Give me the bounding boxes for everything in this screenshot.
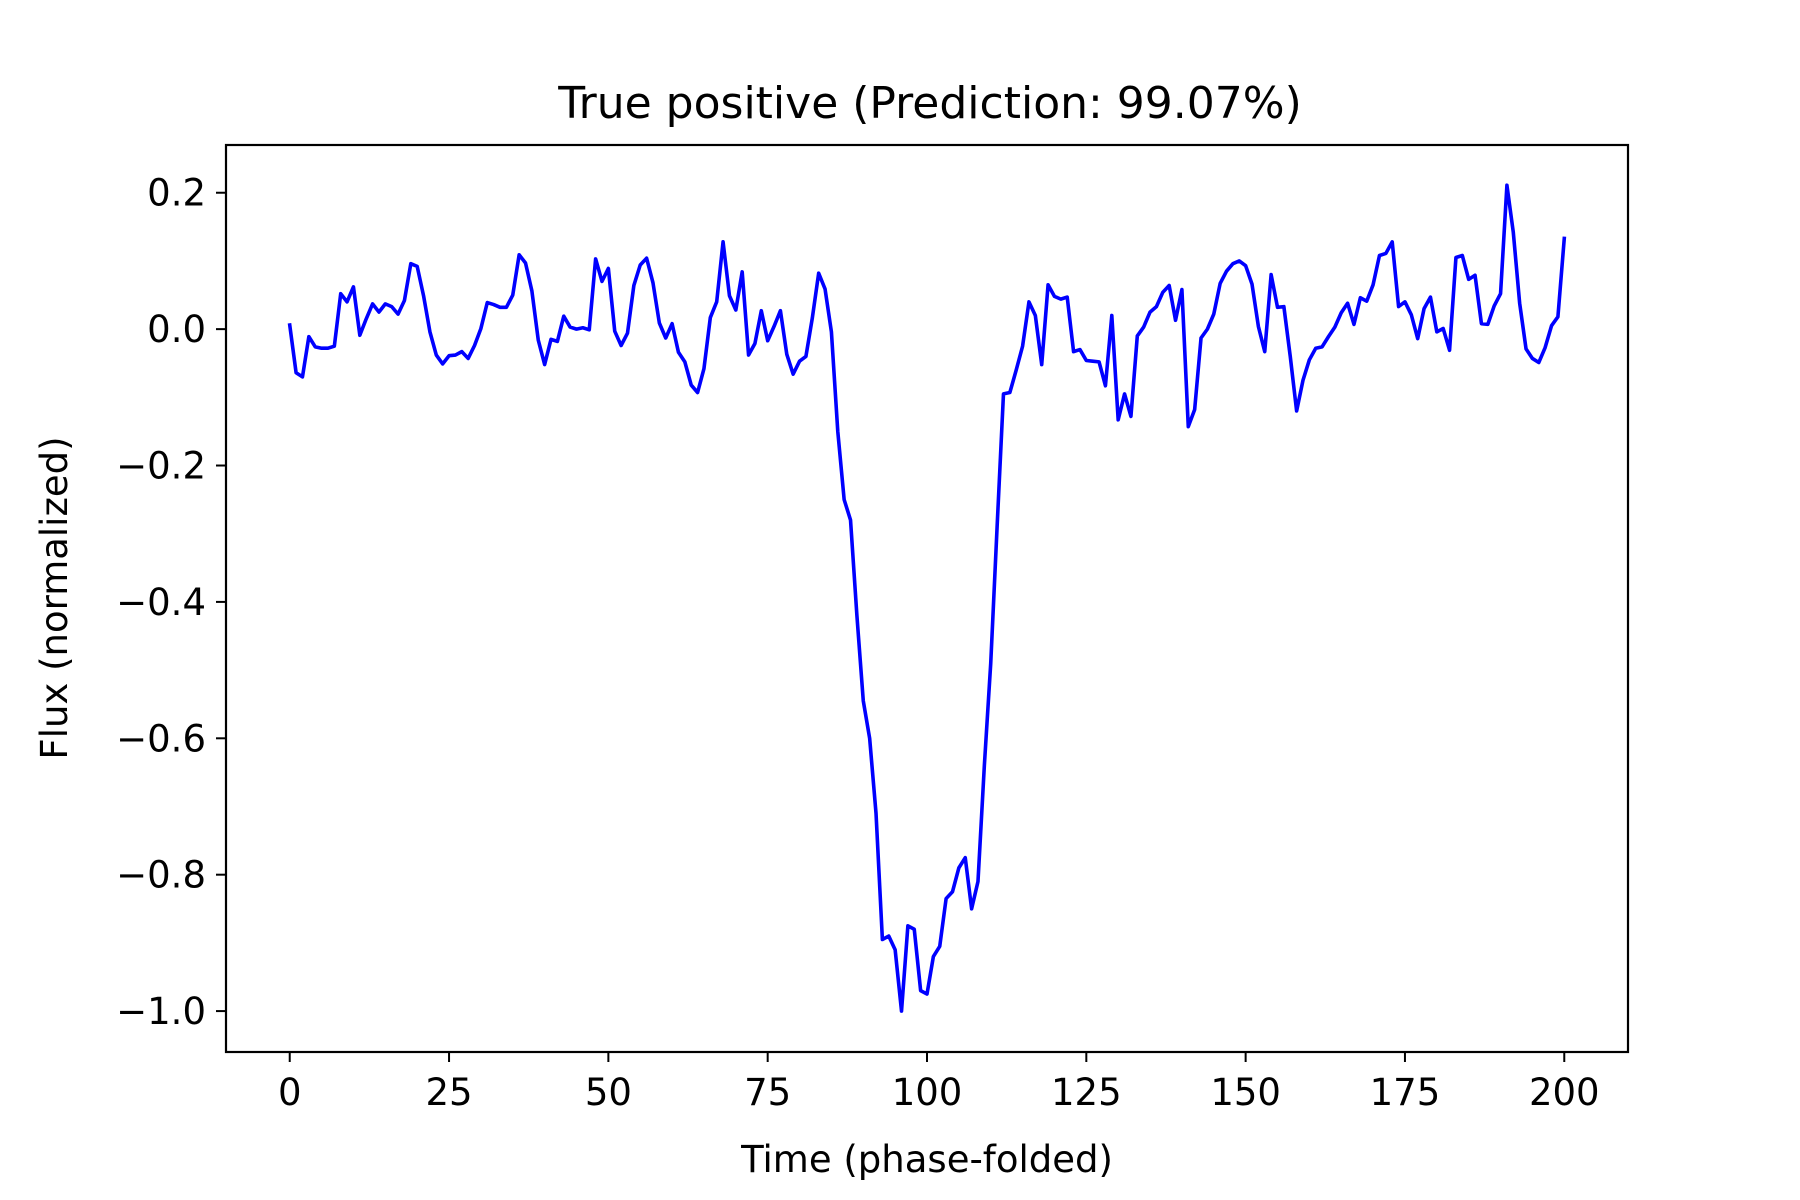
plot-frame (224, 143, 1630, 1054)
x-axis-label: Time (phase-folded) (740, 1138, 1113, 1181)
x-tick-label: 50 (585, 1071, 632, 1114)
y-axis-label: Flux (normalized) (33, 436, 76, 759)
series-line-flux (287, 183, 1567, 1013)
y-tick-label: −0.4 (116, 581, 206, 624)
x-tick-label: 150 (1210, 1071, 1281, 1114)
chart-title: True positive (Prediction: 99.07%) (557, 78, 1302, 129)
y-tick-label: 0.2 (147, 172, 206, 215)
x-tick-label: 0 (278, 1071, 302, 1114)
y-tick-label: −0.2 (116, 445, 206, 488)
y-tick-label: −0.8 (116, 854, 206, 897)
x-tick-label: 175 (1370, 1071, 1441, 1114)
y-tick-label: −1.0 (116, 990, 206, 1033)
plot-area (224, 143, 1630, 1054)
x-tick-label: 100 (892, 1071, 963, 1114)
x-axis: 0 25 50 75 100 125 150 175 200 (278, 1052, 1600, 1114)
x-tick-label: 125 (1051, 1071, 1122, 1114)
x-tick-label: 25 (425, 1071, 472, 1114)
y-axis: 0.2 0.0 −0.2 −0.4 −0.6 −0.8 −1.0 (116, 172, 226, 1033)
y-tick-label: 0.0 (147, 308, 206, 351)
x-tick-label: 200 (1529, 1071, 1600, 1114)
x-tick-label: 75 (744, 1071, 791, 1114)
y-tick-label: −0.6 (116, 717, 206, 760)
